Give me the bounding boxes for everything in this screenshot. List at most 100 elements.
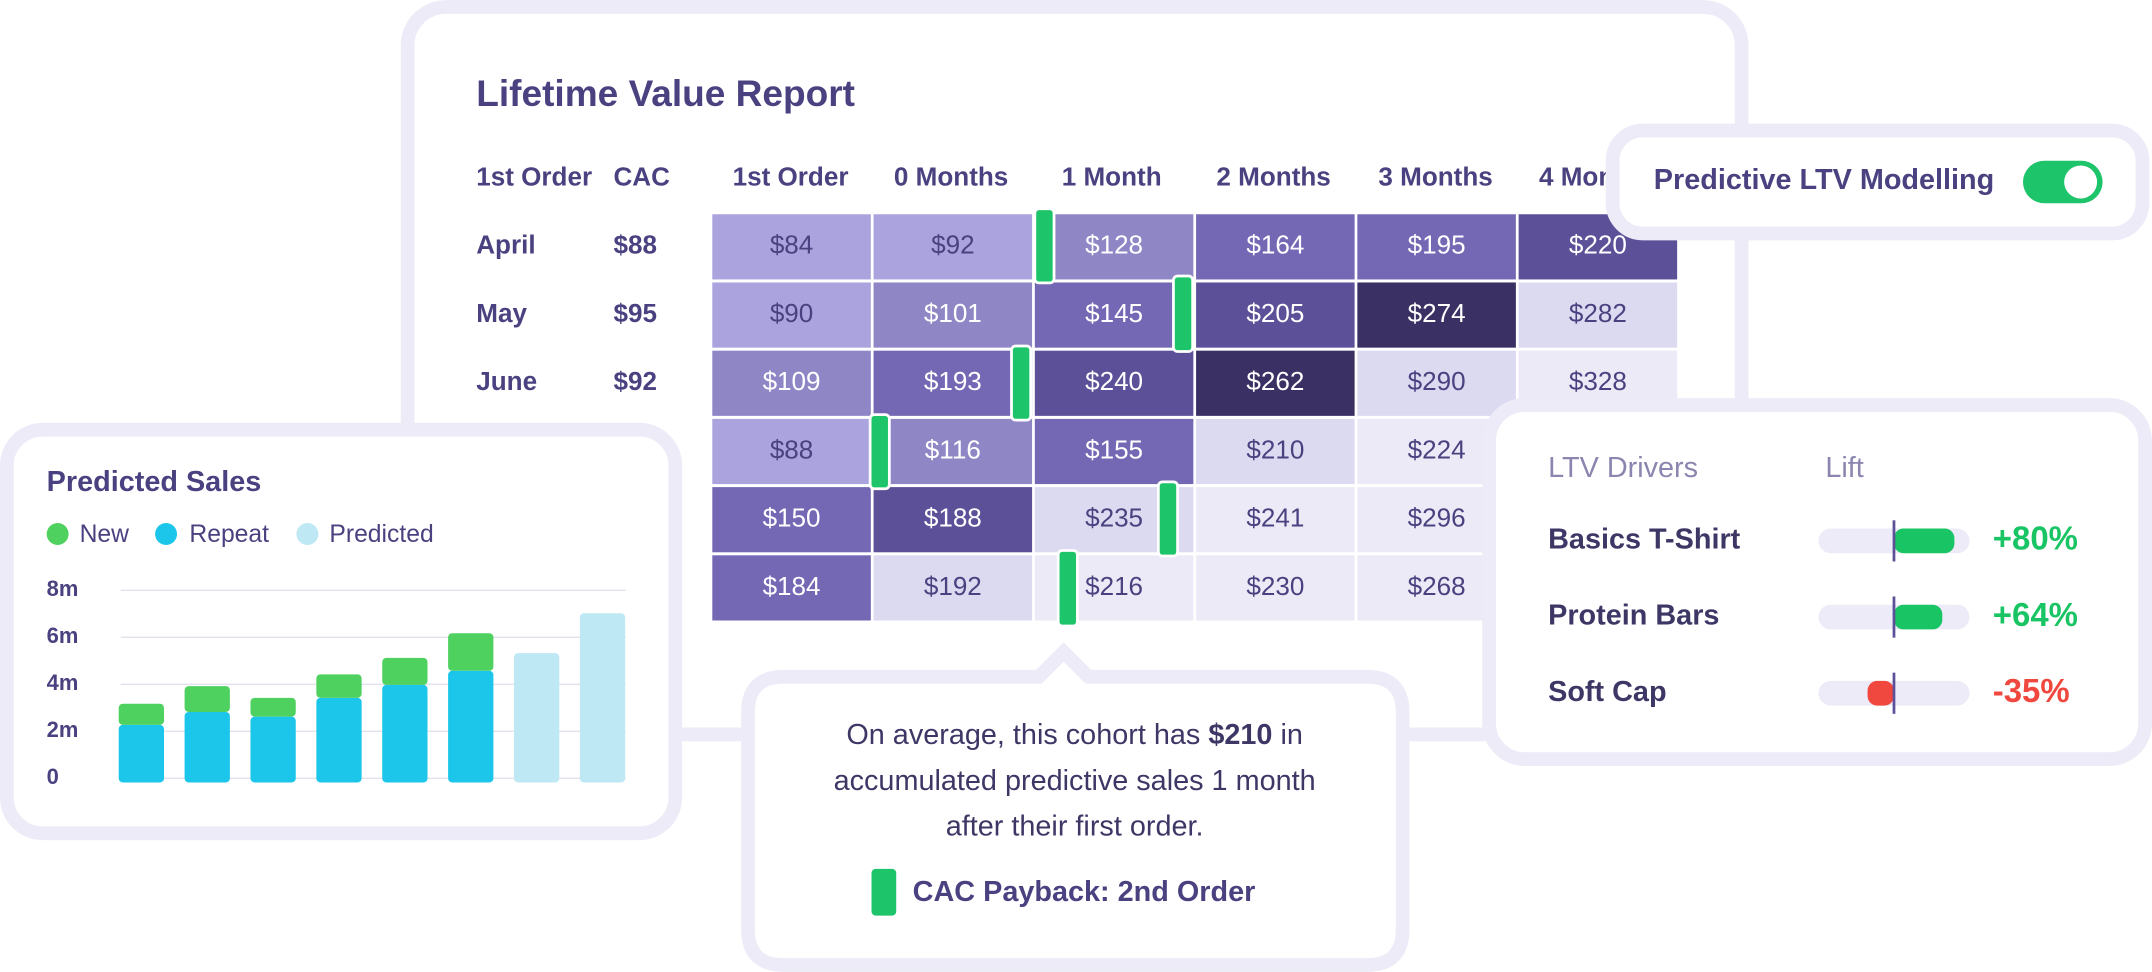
- column-header: 1 Month: [1062, 161, 1162, 191]
- heat-cell: [873, 418, 1033, 485]
- heat-cell: [1196, 282, 1355, 348]
- legend-label: Repeat: [189, 521, 269, 548]
- cell-value: $328: [1569, 366, 1627, 396]
- payback-marker: [1033, 207, 1056, 285]
- row-month: May: [476, 298, 527, 328]
- heat-cell: [1196, 418, 1355, 485]
- column-header: CAC: [613, 161, 670, 191]
- callout-span: $210: [1208, 718, 1272, 750]
- column-header: 1st Order: [476, 161, 592, 191]
- bar: [118, 724, 165, 783]
- bar: [316, 674, 362, 698]
- heat-cell: [873, 555, 1033, 621]
- heat-cell: [1518, 282, 1678, 348]
- callout: On average, this cohort has $210 in accum…: [741, 642, 1410, 972]
- column-header: 3 Months: [1378, 161, 1492, 191]
- legend-swatch: [296, 523, 319, 546]
- heat-cell: [873, 282, 1033, 348]
- heat-cell: [1196, 350, 1355, 416]
- heat-cell: [1196, 555, 1355, 621]
- cell-value: $216: [1085, 571, 1143, 601]
- row-month: June: [476, 366, 537, 396]
- lift-bar: [1867, 680, 1894, 706]
- cell-value: $268: [1408, 571, 1466, 601]
- heat-cell: [1357, 350, 1516, 416]
- callout-span: On average, this cohort has: [846, 718, 1208, 750]
- lift-label: +64%: [1993, 596, 2078, 633]
- heat-cell: [712, 214, 871, 280]
- cell-value: $101: [924, 298, 982, 328]
- heat-cell: [1196, 487, 1355, 553]
- cell-value: $109: [763, 366, 821, 396]
- cell-value: $282: [1569, 298, 1627, 328]
- cell-value: $220: [1569, 230, 1627, 260]
- heat-cell: [712, 282, 871, 348]
- row-cac: $88: [613, 230, 656, 260]
- lift-bar: [1893, 528, 1955, 554]
- cell-value: $193: [924, 366, 982, 396]
- y-tick-label: 8m: [47, 576, 79, 601]
- bar: [579, 613, 626, 783]
- payback-marker: [868, 413, 891, 491]
- cell-value: $84: [770, 230, 813, 260]
- toggle-card: Predictive LTV Modelling: [1605, 123, 2150, 241]
- driver-name: Basics T-Shirt: [1548, 524, 1741, 556]
- column-header: 2 Months: [1216, 161, 1330, 191]
- heat-cell: [1034, 214, 1194, 280]
- row-cac: $92: [613, 366, 656, 396]
- callout-legend: CAC Payback: 2nd Order: [913, 876, 1256, 908]
- cell-value: $188: [924, 503, 982, 533]
- cell-value: $145: [1085, 298, 1143, 328]
- chart-title: Predicted Sales: [47, 466, 262, 498]
- heat-cell: [1034, 350, 1194, 416]
- legend-label: New: [80, 521, 130, 548]
- bar: [448, 670, 494, 783]
- bar: [184, 686, 230, 712]
- bar: [184, 711, 230, 783]
- cell-value: $195: [1408, 230, 1466, 260]
- driver-name: Soft Cap: [1548, 676, 1666, 708]
- heatmap: $84 $92 $128 $164 $195 $220 $90 $101 $145 $205 $27…: [712, 214, 1678, 621]
- cell-value: $210: [1246, 434, 1304, 464]
- payback-markers: [868, 207, 1195, 628]
- column-header: 0 Months: [894, 161, 1008, 191]
- heat-cell: [712, 418, 871, 485]
- card-frame: [1482, 398, 2152, 766]
- card-frame: [1605, 123, 2150, 241]
- heat-cell: [712, 555, 871, 621]
- cell-value: $262: [1246, 366, 1304, 396]
- heat-cell: [712, 350, 871, 416]
- heat-cell: [873, 350, 1033, 416]
- y-tick-label: 2m: [47, 717, 79, 742]
- cell-value: $290: [1408, 366, 1466, 396]
- lift-label: -35%: [1993, 672, 2070, 709]
- cell-value: $274: [1408, 298, 1466, 328]
- legend-swatch: [155, 523, 178, 546]
- heat-cell: [1196, 214, 1355, 280]
- callout-frame: [741, 642, 1410, 972]
- heat-cell: [873, 487, 1033, 553]
- bar: [448, 633, 494, 671]
- lift-bar: [1893, 604, 1943, 630]
- callout-text: accumulated predictive sales 1 month: [834, 764, 1316, 796]
- toggle-knob: [2064, 165, 2098, 199]
- payback-marker: [1056, 549, 1079, 628]
- y-tick-label: 6m: [47, 623, 79, 648]
- bar: [250, 716, 296, 783]
- toggle-label: Predictive LTV Modelling: [1654, 164, 1994, 196]
- bar: [513, 653, 560, 783]
- payback-marker: [1172, 274, 1195, 353]
- cell-value: $150: [763, 503, 821, 533]
- callout-span: after their first order.: [946, 810, 1204, 842]
- cell-value: $224: [1408, 434, 1466, 464]
- heat-cell: [1357, 214, 1516, 280]
- cell-value: $230: [1246, 571, 1304, 601]
- cell-value: $88: [770, 434, 813, 464]
- callout-text: after their first order.: [946, 810, 1204, 842]
- callout-text: On average, this cohort has $210 in: [846, 718, 1303, 750]
- cell-value: $116: [925, 434, 981, 464]
- cell-value: $205: [1246, 298, 1304, 328]
- row-cac: $95: [613, 298, 656, 328]
